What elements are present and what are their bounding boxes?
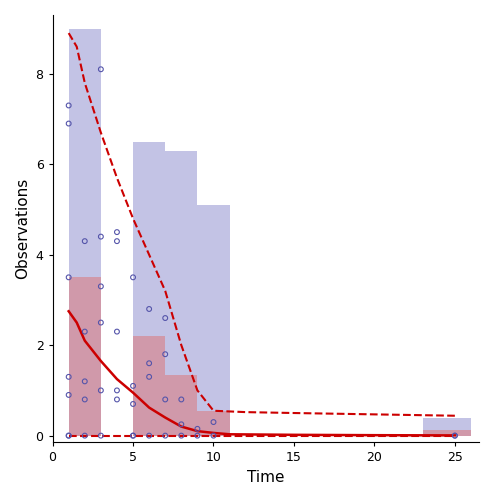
Bar	[133, 336, 165, 436]
Point	[194, 432, 202, 440]
Point	[177, 420, 185, 428]
Point	[113, 328, 121, 336]
Point	[129, 382, 137, 390]
Bar	[69, 28, 101, 436]
Point	[145, 305, 153, 313]
Point	[113, 237, 121, 245]
Point	[129, 432, 137, 440]
Point	[65, 391, 73, 399]
Point	[97, 232, 105, 240]
Point	[81, 328, 89, 336]
Point	[65, 373, 73, 381]
Point	[145, 432, 153, 440]
Point	[113, 396, 121, 404]
Point	[65, 102, 73, 110]
Point	[209, 432, 217, 440]
Point	[113, 228, 121, 236]
Point	[177, 396, 185, 404]
Point	[65, 432, 73, 440]
Point	[161, 314, 169, 322]
Point	[451, 432, 459, 440]
Point	[129, 400, 137, 408]
Point	[81, 396, 89, 404]
Point	[65, 274, 73, 281]
Point	[161, 350, 169, 358]
Point	[451, 432, 459, 440]
Point	[65, 120, 73, 128]
Bar	[198, 205, 230, 436]
Bar	[198, 411, 230, 436]
Point	[97, 66, 105, 74]
Point	[97, 282, 105, 290]
X-axis label: Time: Time	[247, 470, 285, 485]
Bar	[133, 142, 165, 436]
Point	[194, 425, 202, 433]
Point	[81, 378, 89, 386]
Point	[97, 318, 105, 326]
Point	[97, 432, 105, 440]
Point	[209, 418, 217, 426]
Point	[129, 274, 137, 281]
Bar	[165, 150, 198, 436]
Y-axis label: Observations: Observations	[15, 178, 30, 280]
Bar	[69, 278, 101, 436]
Point	[145, 360, 153, 368]
Point	[177, 432, 185, 440]
Point	[81, 432, 89, 440]
Bar	[423, 430, 471, 436]
Bar	[165, 374, 198, 436]
Point	[113, 386, 121, 394]
Point	[161, 432, 169, 440]
Point	[81, 237, 89, 245]
Point	[65, 432, 73, 440]
Bar	[423, 418, 471, 436]
Point	[145, 373, 153, 381]
Point	[97, 386, 105, 394]
Point	[161, 396, 169, 404]
Point	[129, 432, 137, 440]
